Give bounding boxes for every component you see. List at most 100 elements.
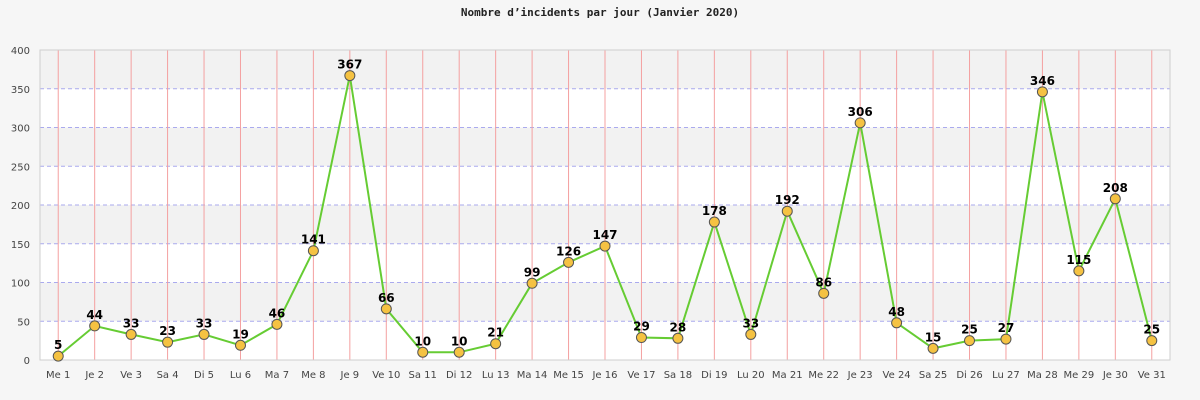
data-point: [635, 332, 647, 344]
chart-title: Nombre d’incidents par jour (Janvier 202…: [460, 6, 740, 19]
x-tick-label: Di 12: [446, 370, 472, 381]
y-tick-label: 250: [11, 162, 30, 173]
x-tick-label: Lu 13: [482, 370, 510, 381]
x-tick-label: Di 19: [701, 370, 727, 381]
x-tick-label: Me 22: [808, 370, 839, 381]
plot-frame: [39, 49, 1171, 361]
data-label: 192: [775, 193, 800, 207]
data-label: 19: [232, 327, 249, 341]
x-tick-label: Je 30: [1102, 370, 1128, 381]
x-tick-label: Je 16: [591, 370, 617, 381]
x-tick-label: Ve 31: [1138, 370, 1166, 381]
x-tick-label: Ve 3: [120, 370, 142, 381]
data-point: [453, 346, 465, 358]
data-label: 27: [998, 321, 1015, 335]
data-label: 208: [1103, 181, 1128, 195]
x-tick-label: Me 8: [301, 370, 325, 381]
tick-labels: 0 50 100 150 200 250 300 350 400 Me 1 Je 2 Ve 3 Sa 4…: [11, 46, 1166, 381]
x-tick-label: Sa 4: [157, 370, 179, 381]
data-label: 141: [301, 233, 326, 247]
data-point: [52, 350, 64, 362]
data-point: [89, 320, 101, 332]
horizontal-gridlines: [40, 88, 1170, 322]
y-tick-label: 400: [11, 46, 30, 57]
data-label: 306: [848, 105, 873, 119]
data-point: [1146, 335, 1158, 347]
data-label: 178: [702, 204, 727, 218]
x-tick-label: Di 5: [194, 370, 214, 381]
data-point: [162, 336, 174, 348]
x-tick-label: Ve 17: [627, 370, 655, 381]
data-label: 48: [888, 305, 905, 319]
data-label: 23: [159, 324, 176, 338]
x-tick-label: Ve 24: [883, 370, 911, 381]
data-point: [672, 332, 684, 344]
data-point: [927, 342, 939, 354]
data-point: [234, 339, 246, 351]
data-point: [781, 205, 793, 217]
data-label: 46: [269, 306, 286, 320]
x-tick-label: Me 29: [1064, 370, 1095, 381]
data-point: [271, 318, 283, 330]
data-point: [1109, 193, 1121, 205]
y-tick-label: 200: [11, 201, 30, 212]
data-point: [490, 338, 502, 350]
data-label: 15: [925, 330, 942, 344]
x-tick-label: Ma 28: [1027, 370, 1058, 381]
data-label: 5: [54, 338, 62, 352]
data-label: 66: [378, 291, 395, 305]
data-label: 147: [592, 228, 617, 242]
x-tick-label: Lu 6: [230, 370, 251, 381]
data-label: 33: [196, 316, 213, 330]
data-label: 346: [1030, 74, 1055, 88]
data-label: 115: [1066, 253, 1091, 267]
data-point: [708, 216, 720, 228]
x-tick-label: Je 9: [340, 370, 360, 381]
data-point: [745, 328, 757, 340]
data-point: [526, 277, 538, 289]
x-tick-label: Sa 25: [919, 370, 947, 381]
data-point: [1036, 86, 1048, 98]
data-label: 99: [524, 265, 541, 279]
data-point: [125, 328, 137, 340]
data-label: 44: [86, 308, 103, 322]
x-tick-label: Me 15: [553, 370, 584, 381]
x-tick-label: Lu 27: [992, 370, 1020, 381]
y-tick-label: 300: [11, 124, 30, 135]
data-point: [344, 70, 356, 82]
x-tick-label: Je 23: [847, 370, 873, 381]
x-tick-label: Di 26: [956, 370, 982, 381]
data-point: [854, 117, 866, 129]
y-tick-label: 0: [24, 356, 30, 367]
data-point: [891, 317, 903, 329]
data-point: [1000, 333, 1012, 345]
data-label: 28: [670, 320, 687, 334]
axes: [39, 49, 1171, 361]
x-tick-label: Sa 18: [664, 370, 692, 381]
data-label: 10: [414, 334, 431, 348]
y-tick-label: 350: [11, 85, 30, 96]
data-label: 29: [633, 320, 650, 334]
data-label: 33: [742, 316, 759, 330]
data-point: [307, 245, 319, 257]
x-tick-label: Je 2: [84, 370, 104, 381]
x-tick-label: Ma 21: [772, 370, 803, 381]
data-label: 367: [337, 58, 362, 72]
data-point: [380, 303, 392, 315]
data-labels: 5 44 33 23 33 19 46 141 367 66 10 10 21 99 126 147 29 28 1…: [54, 58, 1160, 353]
data-point: [599, 240, 611, 252]
data-label: 25: [961, 323, 978, 337]
data-markers: [52, 70, 1158, 362]
data-label: 33: [123, 316, 140, 330]
data-point: [198, 328, 210, 340]
data-label: 86: [815, 275, 832, 289]
x-tick-label: Ve 10: [372, 370, 400, 381]
x-tick-label: Me 1: [46, 370, 70, 381]
data-point: [818, 287, 830, 299]
data-point: [1073, 265, 1085, 277]
x-tick-label: Ma 14: [517, 370, 548, 381]
y-tick-label: 150: [11, 240, 30, 251]
data-point: [417, 346, 429, 358]
